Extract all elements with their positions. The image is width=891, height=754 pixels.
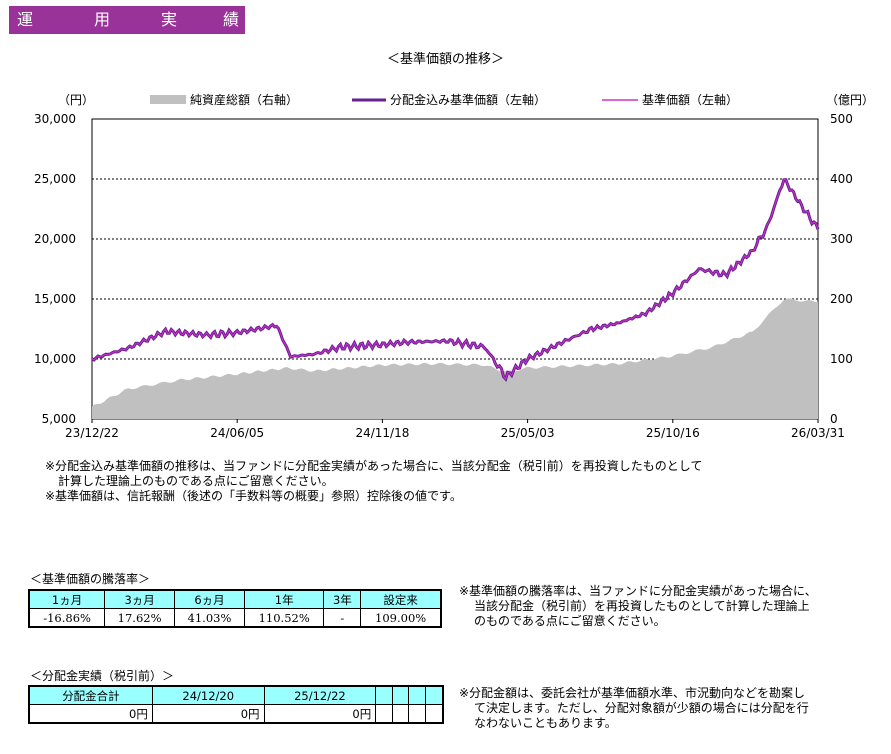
dist-header: 24/12/20	[151, 685, 265, 705]
dist-note-3: なわないこともあります。	[474, 716, 617, 730]
section-title-char: 運	[17, 10, 34, 29]
left-tick-label: 20,000	[34, 232, 76, 246]
right-tick-label: 0	[830, 412, 838, 426]
legend-label-nav-dividends: 分配金込み基準価額（左軸）	[390, 92, 546, 107]
x-tick-label: 23/12/22	[65, 426, 119, 440]
left-tick-label: 5,000	[42, 412, 76, 426]
perf-table: 1ヵ月 3ヵ月 6ヵ月 1年 3年 設定来 -16.86% 17.62% 41.…	[28, 589, 442, 628]
dist-header	[391, 685, 410, 705]
perf-header: 1ヵ月	[28, 589, 106, 609]
perf-note-2: 当該分配金（税引前）を再投資したものとして計算した理論上	[474, 599, 810, 613]
chart-note-2: 計算した理論上のものである点にご留意ください。	[58, 474, 334, 488]
dist-header	[424, 685, 444, 705]
legend-label-price: 基準価額（左軸）	[642, 92, 738, 107]
dist-header: 25/12/22	[263, 685, 377, 705]
dist-value	[424, 704, 444, 724]
dist-note-1: ※分配金額は、委託会社が基準価額水準、市況動向などを勘案し	[459, 686, 806, 700]
perf-value: 109.00%	[360, 608, 442, 628]
section-title-char: 実	[161, 10, 178, 29]
perf-header: 設定来	[360, 589, 442, 609]
x-tick-label: 24/06/05	[210, 426, 264, 440]
legend-swatch-assets	[150, 95, 186, 104]
section-title-char: 績	[223, 10, 240, 29]
x-tick-label: 25/10/16	[646, 426, 700, 440]
dist-header	[375, 685, 393, 705]
perf-title: ＜基準価額の騰落率＞	[30, 572, 151, 586]
dist-value: 0円	[151, 704, 265, 724]
right-tick-label: 300	[830, 232, 853, 246]
perf-value: -	[323, 608, 362, 628]
nav-price-line	[91, 179, 819, 380]
perf-note-1: ※基準価額の騰落率は、当ファンドに分配金実績があった場合に、	[459, 584, 817, 598]
right-tick-label: 400	[830, 172, 853, 186]
nav-chart: 30,000 25,000 20,000 15,000 10,000 5,000 500 40…	[34, 92, 874, 440]
dist-header	[408, 685, 426, 705]
dist-title: ＜分配金実績（税引前）＞	[30, 669, 175, 683]
chart-note-1: ※分配金込み基準価額の推移は、当ファンドに分配金実績があった場合に、当該分配金（…	[45, 459, 703, 473]
dist-value	[375, 704, 393, 724]
right-tick-label: 100	[830, 352, 853, 366]
dist-value: 0円	[28, 704, 153, 724]
x-tick-label: 25/05/03	[501, 426, 555, 440]
left-tick-label: 30,000	[34, 112, 76, 126]
left-axis-unit: （円）	[58, 93, 94, 107]
left-tick-label: 15,000	[34, 292, 76, 306]
perf-value: 41.03%	[174, 608, 245, 628]
dist-value	[408, 704, 426, 724]
perf-value: 17.62%	[104, 608, 176, 628]
perf-header: 3ヵ月	[104, 589, 176, 609]
section-title-char: 用	[94, 10, 111, 29]
chart-title: ＜基準価額の推移＞	[386, 52, 504, 67]
dist-table: 分配金合計 24/12/20 25/12/22 0円 0円 0円	[28, 685, 444, 724]
dist-header: 分配金合計	[28, 685, 153, 705]
dist-note-2: て決定します。ただし、分配対象額が少額の場合には分配を行	[474, 701, 809, 715]
dist-value: 0円	[263, 704, 377, 724]
section-header: 運 用 実 績	[9, 6, 245, 34]
right-tick-label: 500	[830, 112, 853, 126]
perf-header: 6ヵ月	[174, 589, 245, 609]
left-tick-label: 25,000	[34, 172, 76, 186]
legend-label-assets: 純資産総額（右軸）	[190, 92, 298, 107]
perf-note-3: のものである点にご留意ください。	[474, 614, 666, 628]
x-tick-label: 26/03/31	[791, 426, 845, 440]
perf-value: -16.86%	[28, 608, 106, 628]
chart-note-3: ※基準価額は、信託報酬（後述の「手数料等の概要」参照）控除後の値です。	[45, 489, 462, 503]
assets-area	[92, 298, 818, 419]
right-axis-unit: （億円）	[826, 93, 874, 107]
perf-header: 3年	[323, 589, 362, 609]
perf-header: 1年	[243, 589, 325, 609]
dist-value	[391, 704, 410, 724]
perf-value: 110.52%	[243, 608, 325, 628]
left-tick-label: 10,000	[34, 352, 76, 366]
x-tick-label: 24/11/18	[355, 426, 409, 440]
right-tick-label: 200	[830, 292, 853, 306]
